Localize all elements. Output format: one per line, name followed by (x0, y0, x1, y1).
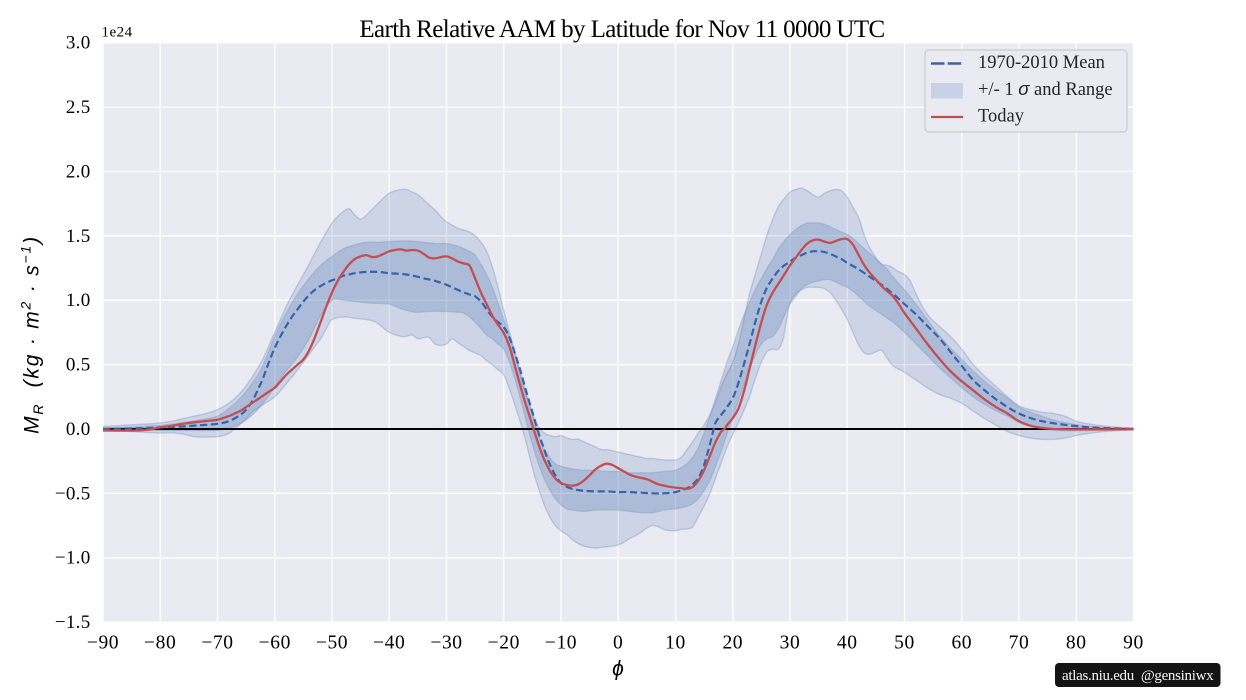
svg-text:−80: −80 (144, 633, 176, 654)
svg-text:−1.0: −1.0 (55, 548, 91, 569)
svg-text:1.0: 1.0 (66, 290, 91, 311)
svg-text:80: 80 (1066, 633, 1087, 654)
svg-text:−0.5: −0.5 (55, 483, 91, 504)
svg-text:40: 40 (837, 633, 858, 654)
svg-text:3.0: 3.0 (66, 33, 91, 54)
svg-text:1970-2010 Mean: 1970-2010 Mean (978, 53, 1105, 73)
svg-text:Earth Relative AAM by Latitude: Earth Relative AAM by Latitude for Nov 1… (359, 16, 884, 43)
svg-text:+/- 1 σ and Range: +/- 1 σ and Range (978, 78, 1113, 100)
svg-text:30: 30 (780, 633, 801, 654)
svg-text:−50: −50 (316, 633, 348, 654)
svg-text:−20: −20 (488, 633, 520, 654)
svg-text:−40: −40 (373, 633, 405, 654)
svg-text:Today: Today (978, 107, 1025, 127)
svg-text:−30: −30 (430, 633, 462, 654)
svg-text:0: 0 (613, 633, 623, 654)
svg-text:20: 20 (722, 633, 743, 654)
svg-text:0.0: 0.0 (66, 419, 91, 440)
svg-text:50: 50 (894, 633, 915, 654)
svg-text:−90: −90 (87, 633, 119, 654)
svg-text:−1.5: −1.5 (55, 612, 91, 633)
svg-text:ϕ: ϕ (612, 658, 624, 681)
svg-text:60: 60 (951, 633, 972, 654)
svg-text:1.5: 1.5 (66, 226, 91, 247)
svg-text:1e24: 1e24 (102, 25, 133, 41)
svg-text:−70: −70 (201, 633, 233, 654)
svg-text:0.5: 0.5 (66, 355, 91, 376)
svg-text:atlas.niu.edu @gensiniwx: atlas.niu.edu @gensiniwx (1062, 668, 1214, 684)
svg-text:2.5: 2.5 (66, 97, 91, 118)
svg-text:−10: −10 (545, 633, 577, 654)
svg-text:70: 70 (1009, 633, 1030, 654)
svg-text:MR (kg · m2 · s−1): MR (kg · m2 · s−1) (18, 235, 47, 434)
svg-text:−60: −60 (259, 633, 291, 654)
svg-text:2.0: 2.0 (66, 162, 91, 183)
svg-text:10: 10 (665, 633, 686, 654)
svg-text:90: 90 (1123, 633, 1144, 654)
